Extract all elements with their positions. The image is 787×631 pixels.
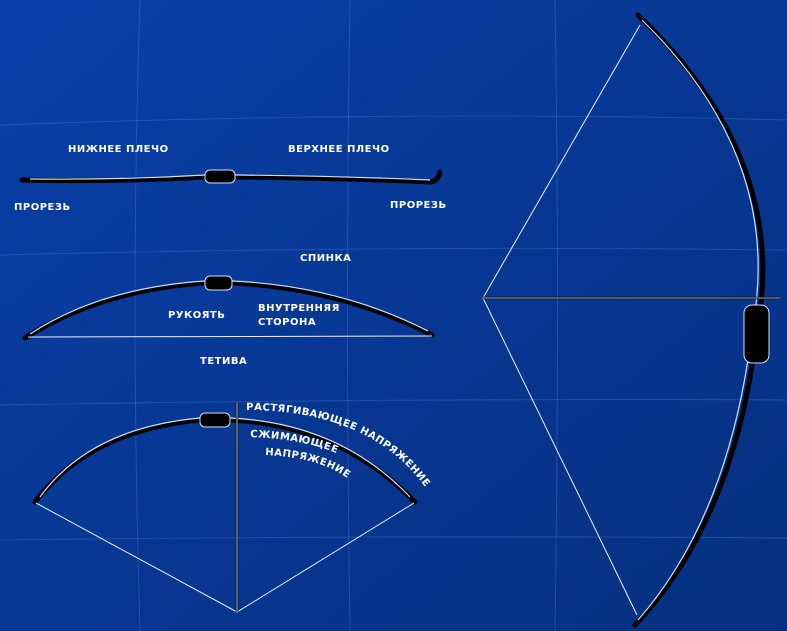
bow-unstrung xyxy=(19,169,443,185)
label: НИЖНЕЕ ПЛЕЧО xyxy=(68,144,169,155)
label: СТОРОНА xyxy=(258,317,316,328)
label: СПИНКА xyxy=(300,253,351,264)
bow-drawn xyxy=(32,402,418,613)
label: ПРОРЕЗЬ xyxy=(14,202,71,213)
label: ПРОРЕЗЬ xyxy=(390,200,447,211)
label: ВЕРХНЕЕ ПЛЕЧО xyxy=(288,144,390,155)
label: ВНУТРЕННЯЯ xyxy=(258,303,340,314)
bow-strung xyxy=(22,275,435,341)
bow-full-draw xyxy=(482,12,780,628)
label: РУКОЯТЬ xyxy=(168,310,225,321)
label: ТЕТИВА xyxy=(200,356,247,367)
